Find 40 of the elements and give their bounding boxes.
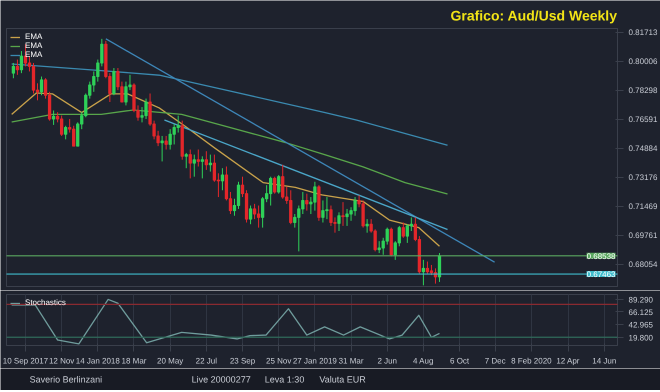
legend-label: EMA [25,32,44,41]
y-tick-label: 0.74884 [628,144,658,154]
x-tick-label: 12 Apr [556,356,580,366]
y-tick-label: 0.80006 [628,57,658,66]
legend-label: EMA [25,41,44,50]
x-tick-label: 31 Mar [338,356,364,366]
x-tick-label: 2 Jun [377,356,398,366]
ref-line-label: 0.68538 [586,252,616,261]
y-tick-label: 19.800 [628,333,654,342]
x-tick-label: 6 Oct [450,356,470,366]
y-tick-label: 89.290 [628,295,654,304]
x-tick-label: 7 Dec [484,356,506,366]
y-tick-label: 0.69761 [628,231,658,240]
text: Leva 1:30 [264,374,304,384]
y-tick-label: 42.965 [628,320,654,330]
x-tick-label: 14 Jan 2018 [76,356,120,366]
x-tick-label: 18 Mar [122,356,147,366]
x-tick-label: 25 Nov [266,356,292,366]
y-tick-label: 66.125 [628,308,654,317]
text: Saverio Berlinzani [30,374,102,384]
y-tick-label: 0.81713 [628,28,658,38]
y-tick-label: 0.73176 [628,173,658,182]
x-tick-label: 12 Nov [48,356,74,366]
legend-label: Stochastics [25,298,66,307]
x-tick-label: 20 May [157,356,184,366]
x-tick-label: 10 Sep 2017 [2,356,49,366]
x-tick-label: 4 Aug [412,356,434,366]
y-tick-label: 0.76591 [628,115,658,124]
y-tick-label: 0.71469 [628,202,658,212]
y-tick-label: 0.68054 [628,260,658,270]
x-tick-label: 27 Jan 2019 [292,356,338,366]
text: Valuta EUR [319,374,366,384]
y-tick-label: 0.78298 [628,86,658,96]
text: Live 20000277 [192,374,251,384]
x-tick-label: 23 Sep [230,356,256,366]
ref-line-label: 0.67463 [586,270,616,280]
x-tick-label: 14 Jun [592,356,616,366]
x-tick-label: 22 Jul [196,356,218,366]
x-tick-label: 8 Feb 2020 [511,356,552,366]
chart-title: Grafico: Aud/Usd Weekly [450,8,618,24]
